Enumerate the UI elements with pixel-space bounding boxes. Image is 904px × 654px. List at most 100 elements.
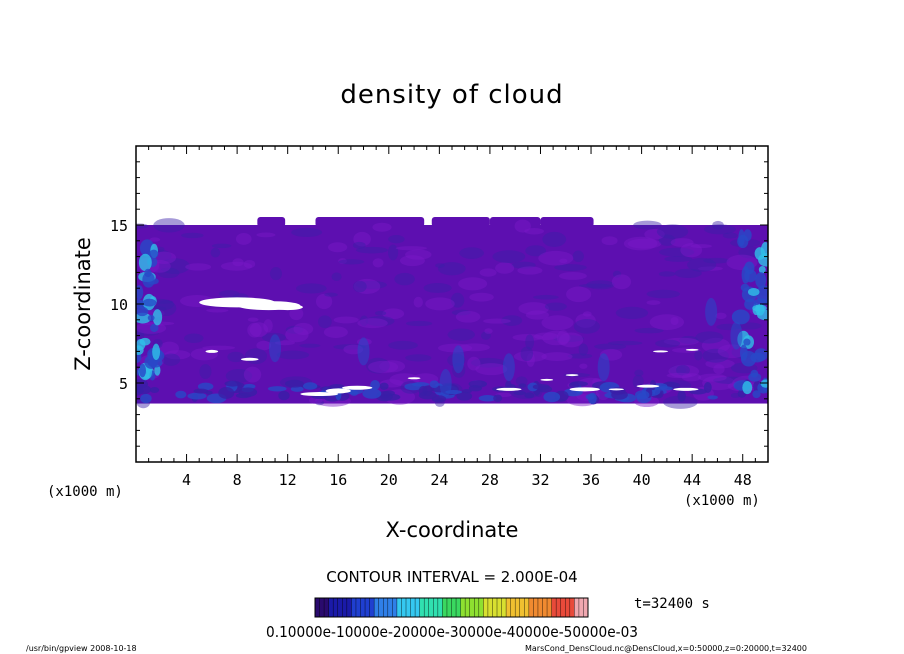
- density-patch: [655, 339, 681, 348]
- density-patch: [437, 262, 466, 276]
- density-patch: [394, 272, 415, 286]
- y-axis-ticks: 5 10 15: [110, 161, 768, 447]
- density-patch: [601, 236, 618, 246]
- density-patch: [515, 376, 528, 386]
- density-patch: [514, 219, 531, 233]
- density-patch: [353, 231, 371, 247]
- density-patch: [713, 364, 725, 375]
- density-patch: [658, 271, 676, 277]
- density-patch: [185, 263, 212, 271]
- density-patch: [758, 253, 768, 267]
- density-patch: [161, 353, 181, 366]
- density-patch: [698, 373, 727, 382]
- x-tick-label: 16: [329, 471, 347, 489]
- density-patch: [218, 290, 240, 298]
- density-patch: [676, 364, 690, 376]
- colorbar-cell: [315, 598, 321, 617]
- density-patch: [235, 233, 252, 245]
- density-patch: [413, 296, 423, 308]
- density-patch: [634, 390, 650, 400]
- density-patch: [659, 247, 695, 257]
- colorbar-cell: [501, 598, 507, 617]
- density-patch: [475, 363, 508, 376]
- no-cloud-gap: [569, 387, 600, 392]
- density-patch: [467, 356, 481, 371]
- density-patch: [760, 379, 768, 388]
- colorbar-cell: [519, 598, 525, 617]
- no-cloud-gap: [685, 348, 699, 351]
- density-patch: [586, 280, 615, 290]
- colorbar-frame: [314, 597, 589, 618]
- density-patch: [755, 272, 767, 289]
- density-patch: [365, 315, 395, 327]
- density-patch: [471, 357, 506, 368]
- density-patch: [159, 258, 190, 274]
- colorbar-cell: [374, 598, 380, 617]
- density-patch: [140, 393, 152, 404]
- density-patch: [267, 386, 287, 392]
- density-patch: [480, 331, 491, 340]
- density-patch: [197, 382, 214, 391]
- colorbar-cell: [428, 598, 434, 617]
- density-patch: [227, 351, 245, 363]
- density-patch: [511, 261, 536, 269]
- density-patch: [740, 283, 750, 292]
- density-patch: [285, 326, 309, 343]
- colorbar-cell: [583, 598, 589, 617]
- density-patch: [634, 327, 664, 334]
- x-tick-label: 4: [182, 471, 191, 489]
- density-patch: [395, 246, 428, 251]
- colorbar-cell: [451, 598, 457, 617]
- density-patch: [656, 224, 689, 239]
- cloud-top-bump: [540, 217, 594, 227]
- density-patch: [518, 383, 527, 388]
- cloud-band: [136, 225, 768, 404]
- density-patch: [502, 353, 515, 382]
- colorbar-cell: [442, 598, 448, 617]
- colorbar-cell: [560, 598, 566, 617]
- density-patch: [553, 335, 585, 342]
- colorbar-cell: [469, 598, 475, 617]
- density-patch: [382, 390, 395, 396]
- density-patch: [579, 363, 588, 369]
- density-patch: [136, 223, 149, 229]
- colorbar-cell: [565, 598, 571, 617]
- density-patch: [138, 363, 146, 378]
- density-patch: [612, 270, 622, 278]
- density-patch: [752, 304, 767, 312]
- density-patch: [558, 272, 587, 280]
- density-patch: [184, 333, 204, 343]
- density-patch: [575, 313, 596, 328]
- density-patch: [634, 369, 644, 377]
- density-patch: [664, 256, 693, 262]
- density-patch: [379, 360, 406, 373]
- density-patch: [362, 388, 382, 399]
- density-patch: [742, 381, 753, 395]
- density-patch: [333, 316, 359, 324]
- density-patch: [597, 353, 610, 382]
- density-patch: [525, 310, 550, 320]
- colorbar-cell: [556, 598, 562, 617]
- density-patch: [142, 298, 157, 307]
- colorbar-cell: [446, 598, 452, 617]
- x-tick-label: 40: [633, 471, 651, 489]
- density-patch: [263, 319, 273, 333]
- colorbar-cell: [542, 598, 548, 617]
- no-cloud-gap: [407, 377, 421, 380]
- time-label: t=32400 s: [634, 596, 710, 612]
- colorbar-cell: [355, 598, 361, 617]
- density-patch: [388, 340, 418, 350]
- density-patch: [518, 302, 550, 315]
- density-patch: [218, 387, 235, 399]
- colorbar-cell: [383, 598, 389, 617]
- density-patch: [731, 309, 750, 325]
- density-patch: [666, 372, 692, 379]
- x-units-left: (x1000 m): [47, 484, 123, 500]
- density-patch: [566, 286, 592, 303]
- density-patch: [698, 266, 723, 271]
- density-patch: [681, 373, 702, 382]
- density-patch: [357, 337, 370, 366]
- density-patch: [331, 272, 342, 281]
- density-patch: [324, 292, 338, 297]
- density-patch: [679, 335, 699, 345]
